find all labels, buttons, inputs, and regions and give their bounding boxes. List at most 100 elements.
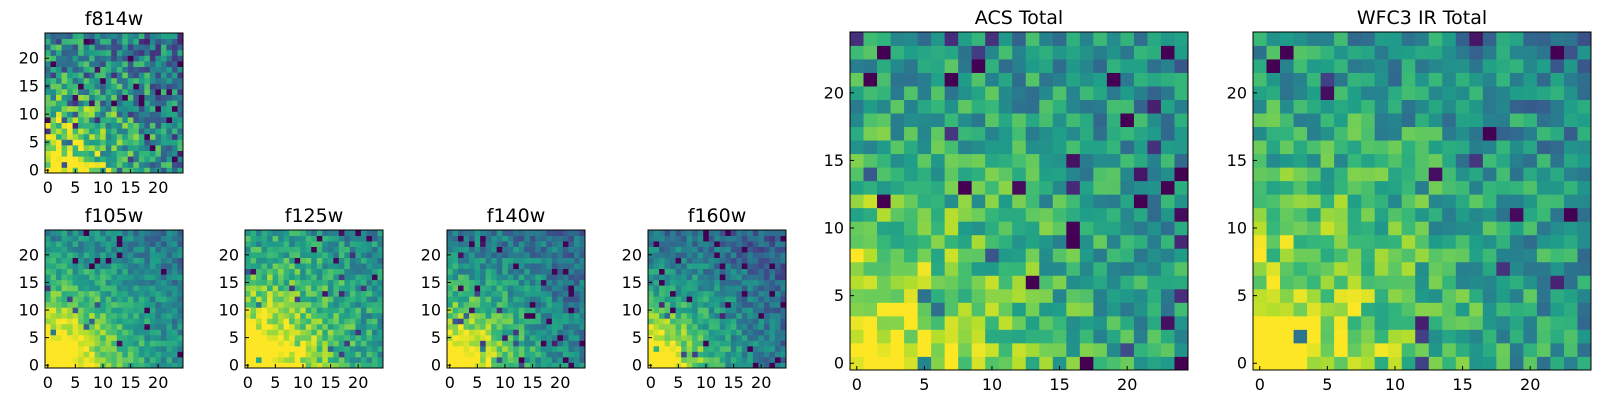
heatmap-cell <box>45 156 51 163</box>
heatmap-cell <box>360 274 367 281</box>
heatmap-cell <box>289 285 296 292</box>
heatmap-cell <box>67 257 73 264</box>
heatmap-cell <box>529 307 536 314</box>
heatmap-cell <box>458 246 464 253</box>
heatmap-cell <box>100 44 107 51</box>
heatmap-cell <box>730 345 737 352</box>
heatmap-cell <box>958 315 973 330</box>
heatmap-cell <box>360 334 367 341</box>
heatmap-cell <box>56 323 62 330</box>
heatmap-cell <box>917 261 932 276</box>
heatmap-cell <box>366 345 373 352</box>
heatmap-cell <box>1106 59 1121 73</box>
heatmap-cell <box>338 356 345 363</box>
heatmap-cell <box>144 257 151 264</box>
heatmap-cell <box>122 150 129 157</box>
heatmap-cell <box>111 296 118 303</box>
heatmap-cell <box>692 290 699 297</box>
heatmap-cell <box>294 235 301 242</box>
heatmap-cell <box>105 150 112 157</box>
heatmap-cell <box>703 257 710 264</box>
heatmap-cell <box>138 55 145 62</box>
heatmap-cell <box>551 235 558 242</box>
heatmap-cell <box>463 345 470 352</box>
heatmap-cell <box>1347 153 1362 168</box>
heatmap-cell <box>551 345 558 352</box>
heatmap-cell <box>338 334 345 341</box>
heatmap-cell <box>736 252 743 258</box>
heatmap-cell <box>540 312 547 319</box>
heatmap-cell <box>1133 248 1148 263</box>
heatmap-cell <box>349 301 356 308</box>
heatmap-cell <box>1025 288 1040 303</box>
heatmap-cell <box>1563 288 1578 303</box>
heatmap-cell <box>1334 356 1349 371</box>
heatmap-cell <box>681 252 688 258</box>
heatmap-cell <box>67 150 73 157</box>
heatmap-cell <box>1563 153 1578 168</box>
heatmap-cell <box>1374 153 1389 168</box>
heatmap-cell <box>105 55 112 62</box>
heatmap-cell <box>166 89 173 95</box>
heatmap-cell <box>160 351 167 358</box>
heatmap-cell <box>1066 72 1081 87</box>
heatmap-cell <box>507 340 514 347</box>
heatmap-cell <box>1307 153 1321 168</box>
heatmap-cell <box>322 340 329 347</box>
heatmap-cell <box>562 279 569 286</box>
heatmap-cell <box>116 268 123 275</box>
heatmap-cell <box>144 318 151 325</box>
heatmap-cell <box>116 117 123 123</box>
heatmap-cell <box>692 334 699 341</box>
heatmap-cell <box>166 139 173 146</box>
heatmap-cell <box>371 351 378 358</box>
heatmap-cell <box>89 111 96 118</box>
heatmap-cell <box>513 334 520 341</box>
heatmap-cell <box>261 345 268 352</box>
heatmap-cell <box>551 301 558 308</box>
heatmap-cell <box>105 89 112 95</box>
heatmap-cell <box>850 45 864 60</box>
heatmap-cell <box>278 230 285 236</box>
heatmap-cell <box>377 285 384 292</box>
heatmap-cell <box>1496 86 1511 100</box>
heatmap-cell <box>1052 86 1067 100</box>
heatmap-cell <box>877 140 891 155</box>
heatmap-cell <box>714 274 721 281</box>
heatmap-cell <box>261 285 268 292</box>
heatmap-cell <box>127 268 134 275</box>
heatmap-cell <box>166 246 173 253</box>
heatmap-cell <box>1374 207 1389 222</box>
heatmap-cell <box>485 263 492 270</box>
heatmap-cell <box>127 122 134 129</box>
heatmap-cell <box>166 274 173 281</box>
heatmap-cell <box>127 329 134 336</box>
heatmap-cell <box>1563 167 1578 182</box>
heatmap-cell <box>752 290 759 297</box>
heatmap-cell <box>305 241 312 247</box>
heatmap-cell <box>708 252 715 258</box>
heatmap-cell <box>61 44 68 51</box>
heatmap-cell <box>1052 167 1067 182</box>
heatmap-cell <box>1147 167 1162 182</box>
heatmap-cell <box>160 290 167 297</box>
heatmap-cell <box>1496 167 1511 182</box>
heatmap-cell <box>94 257 101 264</box>
heatmap-cell <box>1039 356 1054 371</box>
heatmap-cell <box>316 246 323 253</box>
heatmap-cell <box>67 279 73 286</box>
heatmap-cell <box>1052 153 1067 168</box>
heatmap-cell <box>1442 194 1457 209</box>
heatmap-cell <box>648 274 654 281</box>
heatmap-cell <box>61 122 68 129</box>
heatmap-cell <box>664 274 671 281</box>
heatmap-cell <box>1066 302 1081 317</box>
heatmap-cell <box>1133 288 1148 303</box>
heatmap-cell <box>83 44 90 51</box>
heatmap-cell <box>1079 167 1094 182</box>
heatmap-cell <box>719 241 726 247</box>
heatmap-cell <box>94 268 101 275</box>
heatmap-cell <box>452 345 459 352</box>
y-axis-ticks: 0 5 10 15 20 <box>19 49 39 180</box>
heatmap-cell <box>138 105 145 112</box>
